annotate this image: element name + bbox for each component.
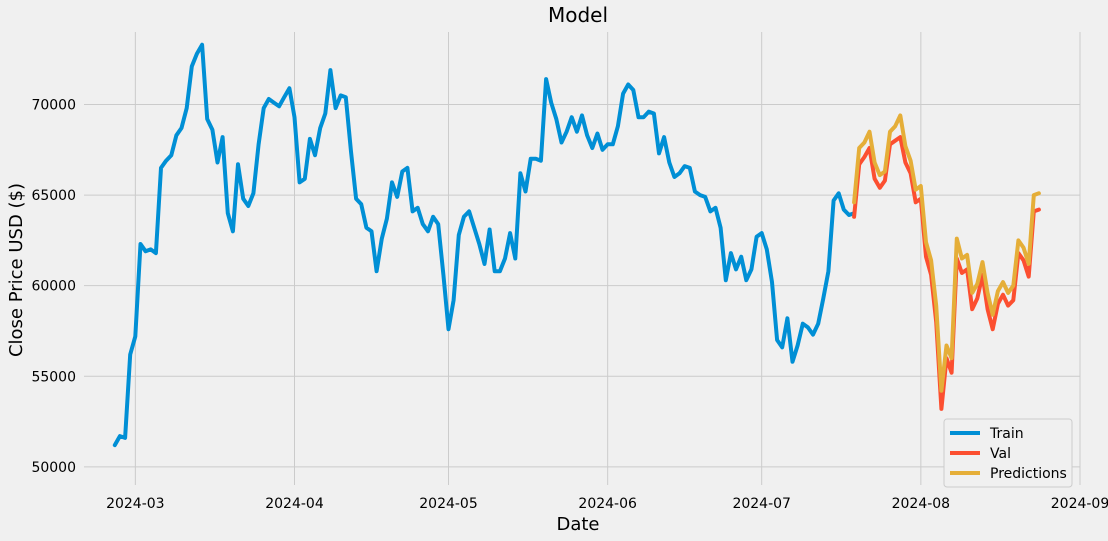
y-tick-label: 65000 [31,188,76,204]
x-tick-label: 2024-07 [732,496,791,512]
series-line-train [112,42,857,448]
x-tick-label: 2024-03 [106,496,165,512]
y-axis-label: Close Price USD ($) [6,183,27,357]
legend-label-predictions: Predictions [990,466,1067,482]
y-tick-label: 70000 [31,97,76,113]
chart-title: Model [548,3,608,27]
y-tick-label: 60000 [31,279,76,295]
x-tick-label: 2024-09 [1051,496,1108,512]
grid [84,32,1081,485]
x-tick-label: 2024-08 [892,496,951,512]
series-layer [112,42,1041,448]
legend-box [943,418,1073,488]
y-tick-label: 55000 [31,369,76,385]
x-tick-label: 2024-04 [265,496,324,512]
legend-label-train: Train [989,426,1024,442]
series-line-predictions [852,113,1041,393]
y-tick-label: 50000 [31,460,76,476]
x-tick-label: 2024-05 [419,496,478,512]
tick-layer: 50000 55000 60000 65000 70000 2024-03 2024-04 2… [31,97,1108,512]
x-axis-label: Date [556,514,599,535]
legend: Train Val Predictions [943,418,1073,488]
x-tick-label: 2024-06 [578,496,637,512]
legend-label-val: Val [990,446,1011,462]
